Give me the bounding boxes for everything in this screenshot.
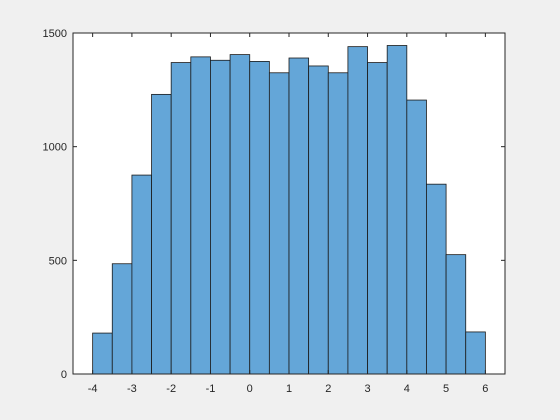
histogram-bar [111, 263, 133, 375]
histogram-bars [92, 45, 486, 375]
histogram-bar [151, 93, 172, 375]
x-axis-ticks: -4 -3 -2 -1 0 1 2 3 4 5 6 [88, 33, 488, 395]
y-tick-label: 500 [49, 255, 67, 267]
histogram-bar [210, 59, 231, 375]
histogram-bar [308, 65, 329, 375]
histogram-bar [426, 183, 447, 375]
histogram-bar [367, 62, 388, 375]
histogram-bar [288, 57, 310, 375]
histogram-bar [327, 72, 349, 375]
histogram-bar [465, 331, 486, 375]
histogram-bar [347, 46, 368, 375]
x-tick-label: 4 [404, 383, 410, 395]
y-tick-label: 0 [61, 369, 67, 381]
y-tick-label: 1000 [43, 142, 67, 154]
x-tick-label: -1 [206, 383, 216, 395]
histogram-bar [92, 332, 113, 375]
histogram-bar [170, 62, 192, 375]
x-tick-label: 6 [482, 383, 488, 395]
x-tick-label: -2 [166, 383, 176, 395]
histogram-bar [406, 99, 427, 375]
y-tick-label: 1500 [43, 28, 67, 40]
x-tick-label: 1 [286, 383, 292, 395]
x-tick-label: 0 [247, 383, 253, 395]
histogram-bar [445, 254, 467, 375]
y-axis-ticks: 0 500 1000 1500 [43, 28, 505, 381]
histogram-bar [268, 72, 290, 375]
histogram-bar [229, 54, 251, 375]
x-tick-label: -4 [88, 383, 98, 395]
x-tick-label: 2 [325, 383, 331, 395]
histogram-bar [131, 174, 152, 375]
histogram-bar [386, 45, 408, 375]
x-tick-label: 3 [364, 383, 370, 395]
x-tick-label: -3 [127, 383, 137, 395]
x-tick-label: 5 [443, 383, 449, 395]
histogram-bar [249, 61, 270, 375]
histogram-bar [190, 56, 211, 375]
